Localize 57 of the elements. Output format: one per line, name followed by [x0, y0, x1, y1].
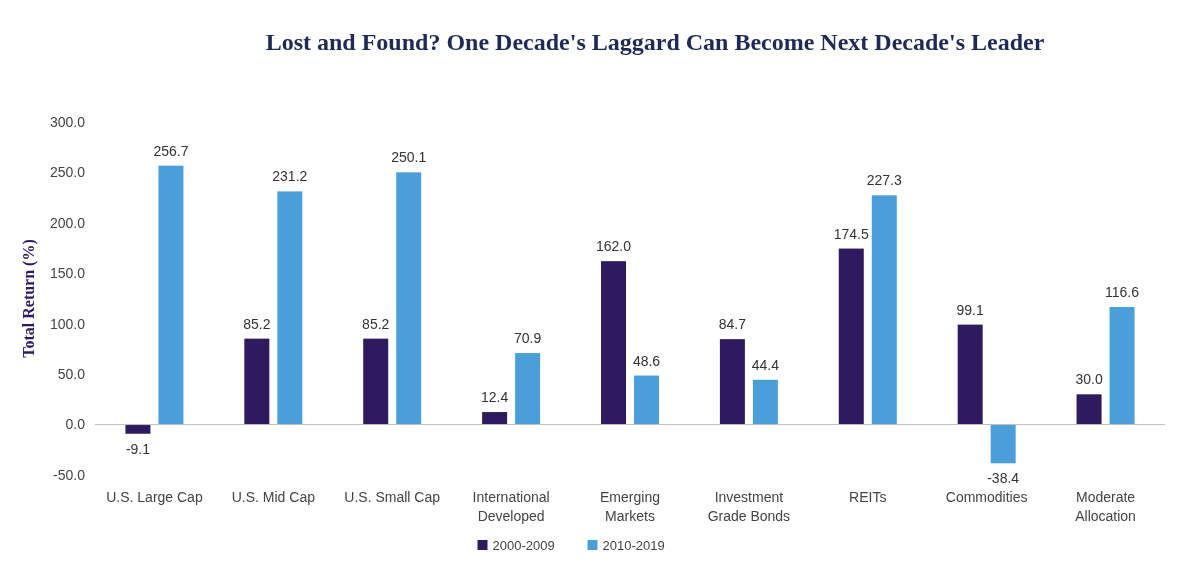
- data-label: 116.6: [1105, 283, 1140, 300]
- bar: [838, 248, 864, 425]
- bar: [752, 379, 778, 425]
- data-label: 85.2: [362, 315, 390, 332]
- data-label: 227.3: [866, 172, 902, 189]
- x-tick-label: International Developed: [472, 489, 550, 524]
- data-label: 162.0: [595, 238, 632, 255]
- x-tick-label: Investment Grade Bonds: [707, 489, 791, 524]
- data-label: 70.9: [513, 330, 542, 347]
- data-label: 12.4: [480, 389, 509, 406]
- x-tick-label: Commodities: [945, 489, 1028, 505]
- bar: [396, 172, 422, 425]
- data-label: 231.2: [272, 168, 308, 185]
- y-tick-label: 200.0: [49, 214, 86, 231]
- chart-title: Lost and Found? One Decade's Laggard Can Become Next Decade's Leader: [265, 29, 1045, 55]
- data-label: 48.6: [632, 352, 661, 369]
- bar: [871, 195, 897, 425]
- bar: [125, 424, 151, 434]
- bar: [1109, 306, 1135, 425]
- legend-label: 2000-2009: [492, 538, 555, 553]
- x-tick-label: Emerging Markets: [600, 489, 660, 524]
- data-label: -38.4: [987, 470, 1020, 487]
- y-axis-title: Total Return (%): [20, 239, 38, 358]
- data-label: 250.1: [391, 149, 427, 166]
- data-label: -9.1: [125, 440, 151, 457]
- x-tick-label: REITs: [849, 489, 887, 505]
- x-tick-label: U.S. Large Cap: [106, 489, 203, 505]
- y-tick-label: 50.0: [57, 366, 86, 383]
- data-label: 44.4: [751, 356, 780, 373]
- legend-label: 2010-2019: [602, 538, 665, 553]
- bar: [158, 165, 184, 425]
- x-tick-label: Moderate Allocation: [1075, 489, 1136, 524]
- y-tick-label: -50.0: [53, 466, 86, 483]
- bar: [601, 261, 626, 425]
- data-label: 99.1: [956, 301, 984, 318]
- y-tick-label: 100.0: [49, 315, 86, 332]
- bar: [515, 353, 541, 425]
- x-tick-label: U.S. Small Cap: [344, 489, 441, 505]
- x-tick-label: U.S. Mid Cap: [231, 489, 316, 505]
- bar: [363, 338, 389, 425]
- bar: [277, 191, 303, 425]
- data-label: 174.5: [833, 225, 869, 242]
- y-tick-label: 300.0: [49, 113, 86, 130]
- data-label: 85.2: [243, 315, 271, 332]
- data-label: 256.7: [153, 142, 189, 159]
- bar: [634, 375, 659, 425]
- bar: [719, 339, 745, 425]
- data-label: 84.7: [718, 316, 747, 333]
- data-label: 30.0: [1075, 371, 1103, 388]
- y-tick-label: 0.0: [65, 416, 86, 433]
- bar: [1076, 394, 1102, 425]
- bar: [482, 412, 508, 425]
- bar: [244, 338, 270, 425]
- y-tick-label: 250.0: [49, 164, 86, 181]
- bar: [957, 324, 983, 425]
- bar: [990, 424, 1016, 464]
- y-tick-label: 150.0: [49, 265, 86, 282]
